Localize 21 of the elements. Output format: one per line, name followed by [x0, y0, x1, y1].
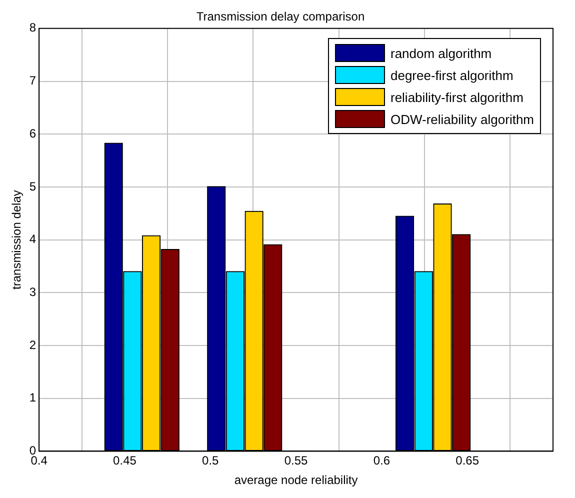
y-axis-title: transmission delay: [10, 190, 24, 290]
legend-label: ODW-reliability algorithm: [390, 112, 534, 126]
x-tick-label: 0.4: [30, 454, 48, 468]
x-tick-label: 0.6: [373, 454, 390, 468]
y-tick-label: 5: [29, 179, 36, 194]
x-tick-label: 0.55: [284, 454, 308, 468]
y-tick-label: 1: [29, 390, 36, 405]
legend-label: degree-first algorithm: [390, 68, 514, 82]
x-tick-label: 0.45: [113, 454, 137, 468]
y-tick-label: 2: [29, 338, 36, 352]
y-tick-label: 3: [29, 284, 36, 299]
y-tick-label: 4: [29, 232, 36, 246]
chart-title: Transmission delay comparison: [196, 10, 365, 24]
legend-label: random algorithm: [390, 46, 492, 60]
x-axis-title: average node reliability: [234, 473, 358, 488]
x-tick-label: 0.65: [456, 454, 480, 468]
legend-label: reliability-first algorithm: [390, 90, 524, 104]
y-tick-label: 8: [29, 20, 36, 35]
y-tick-label: 7: [29, 74, 36, 88]
y-tick-label: 6: [29, 126, 36, 140]
x-tick-label: 0.5: [202, 454, 220, 468]
